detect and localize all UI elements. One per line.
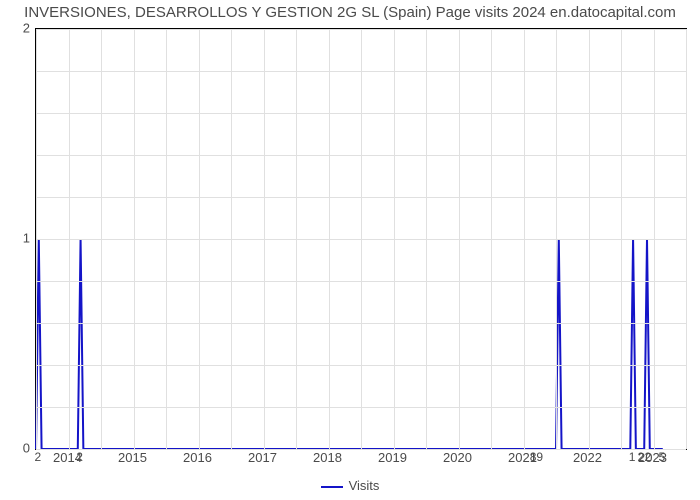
gridline-v bbox=[231, 29, 232, 449]
gridline-v bbox=[101, 29, 102, 449]
legend: Visits bbox=[0, 478, 700, 493]
gridline-v bbox=[36, 29, 37, 449]
point-label: 2 bbox=[638, 450, 645, 464]
gridline-v bbox=[329, 29, 330, 449]
chart-container: INVERSIONES, DESARROLLOS Y GESTION 2G SL… bbox=[0, 0, 700, 500]
plot-area bbox=[35, 28, 687, 450]
gridline-v bbox=[264, 29, 265, 449]
x-tick-label: 2019 bbox=[378, 450, 407, 465]
legend-label: Visits bbox=[349, 478, 380, 493]
gridline-v bbox=[134, 29, 135, 449]
point-label: 2 bbox=[34, 450, 41, 464]
gridline-v bbox=[394, 29, 395, 449]
point-label: 2 bbox=[645, 450, 652, 464]
gridline-v bbox=[361, 29, 362, 449]
x-tick-label: 2018 bbox=[313, 450, 342, 465]
x-tick-label: 2020 bbox=[443, 450, 472, 465]
x-tick-label: 2022 bbox=[573, 450, 602, 465]
point-label: 89 bbox=[530, 450, 543, 464]
legend-swatch bbox=[321, 486, 343, 488]
gridline-v bbox=[524, 29, 525, 449]
x-tick-label: 2016 bbox=[183, 450, 212, 465]
gridline-v bbox=[459, 29, 460, 449]
gridline-v bbox=[166, 29, 167, 449]
point-label: 2 bbox=[76, 450, 83, 464]
gridline-v bbox=[621, 29, 622, 449]
point-label: 5 bbox=[658, 450, 665, 464]
gridline-v bbox=[556, 29, 557, 449]
point-label: 1 bbox=[629, 450, 636, 464]
gridline-v bbox=[491, 29, 492, 449]
chart-title: INVERSIONES, DESARROLLOS Y GESTION 2G SL… bbox=[0, 4, 700, 21]
gridline-v bbox=[654, 29, 655, 449]
x-tick-label: 2015 bbox=[118, 450, 147, 465]
gridline-v bbox=[686, 29, 687, 449]
gridline-v bbox=[426, 29, 427, 449]
gridline-v bbox=[296, 29, 297, 449]
x-tick-label: 2017 bbox=[248, 450, 277, 465]
gridline-v bbox=[199, 29, 200, 449]
gridline-v bbox=[69, 29, 70, 449]
y-tick-label: 2 bbox=[6, 21, 30, 36]
y-tick-label: 1 bbox=[6, 231, 30, 246]
gridline-v bbox=[589, 29, 590, 449]
y-tick-label: 0 bbox=[6, 441, 30, 456]
